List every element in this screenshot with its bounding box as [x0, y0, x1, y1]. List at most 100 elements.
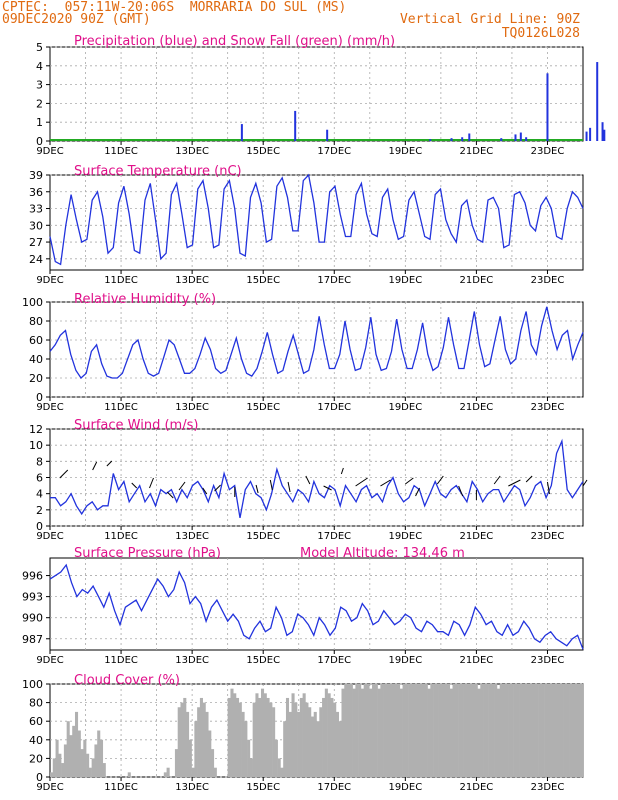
panel-4 [46, 428, 588, 530]
cloud-bar [513, 684, 517, 777]
x-tick-label: 13DEC [175, 782, 209, 793]
model-altitude: Model Altitude: 134.46 m [300, 546, 465, 561]
cloud-bar [341, 688, 345, 777]
y-tick-label: 0 [36, 771, 43, 784]
cloud-bar [558, 684, 562, 777]
cloud-bar [358, 684, 362, 777]
cloud-bar [421, 684, 426, 777]
wind-arrow [508, 479, 521, 487]
x-tick-label: 19DEC [388, 275, 422, 286]
cloud-bar [530, 684, 534, 777]
wind-arrow [166, 491, 174, 499]
x-tick-label: 19DEC [388, 146, 422, 157]
cloud-bar [274, 739, 278, 777]
cloud-bar [510, 684, 514, 777]
x-tick-label: 23DEC [531, 655, 565, 666]
cloud-bar [569, 684, 573, 777]
cloud-bar [344, 684, 348, 777]
cloud-bar [94, 744, 98, 777]
cloud-bar [74, 711, 79, 777]
cloud-bar [313, 711, 317, 777]
x-tick-label: 23DEC [531, 782, 565, 793]
panel-title: Surface Pressure (hPa) [74, 546, 221, 561]
y-tick-label: 33 [29, 203, 43, 216]
cloud-bar [52, 758, 56, 777]
cloud-bar [352, 688, 356, 777]
cloud-bar [496, 688, 501, 777]
cloud-bar [308, 707, 312, 777]
cloud-bar [180, 702, 184, 777]
cloud-bar [277, 758, 281, 777]
y-tick-label: 0 [36, 391, 43, 404]
cloud-bar [438, 684, 442, 777]
cloud-bar [77, 730, 81, 777]
cloud-bar [366, 684, 370, 777]
cloud-bar [347, 684, 351, 777]
cloud-bar [183, 697, 187, 777]
x-tick-label: 19DEC [388, 782, 422, 793]
cloud-bar [58, 753, 62, 777]
cloud-bar [258, 697, 262, 777]
cloud-bar [316, 721, 320, 777]
y-tick-label: 12 [29, 423, 43, 436]
cloud-bar [469, 684, 473, 777]
cloud-bar [544, 684, 548, 777]
cloud-bar [458, 684, 462, 777]
panel-title: Relative Humidity (%) [74, 292, 216, 307]
cloud-bar [508, 684, 512, 777]
wind-arrow [546, 481, 550, 495]
x-tick-label: 13DEC [175, 275, 209, 286]
cloud-bar [249, 758, 253, 777]
cloud-bar [502, 684, 506, 777]
cloud-bar [535, 684, 539, 777]
cloud-bar [505, 684, 509, 777]
cloud-bar [324, 688, 328, 777]
x-tick-label: 17DEC [317, 275, 351, 286]
wind-arrow [380, 479, 391, 487]
wind-arrow [305, 475, 311, 485]
cloud-bar [499, 684, 503, 777]
y-tick-label: 80 [29, 315, 43, 328]
panel-title: Surface Temperature (nC) [74, 164, 242, 179]
cloud-bar [294, 702, 298, 777]
wind-arrow [340, 467, 344, 475]
wind-arrow [59, 469, 69, 479]
cloud-bar [291, 693, 295, 777]
panel-title: Precipitation (blue) and Snow Fall (gree… [74, 34, 395, 49]
y-tick-label: 990 [22, 612, 43, 625]
wind-arrow [287, 481, 291, 493]
x-tick-label: 19DEC [388, 531, 422, 542]
cloud-bar [99, 739, 104, 777]
cloud-bar [127, 772, 131, 777]
run-date: 09DEC2020 90Z (GMT) [2, 12, 151, 27]
cloud-bar [235, 697, 240, 777]
grid-line-note: Vertical Grid Line: 90Z [399, 12, 580, 27]
y-tick-label: 8 [36, 455, 43, 468]
x-tick-label: 21DEC [460, 782, 494, 793]
cloud-bar [272, 707, 276, 777]
wind-arrow [582, 479, 588, 487]
cloud-bar [391, 684, 395, 777]
cloud-bar [560, 684, 564, 777]
x-tick-label: 21DEC [460, 402, 494, 413]
cloud-bar [297, 711, 301, 777]
cloud-bar [380, 684, 384, 777]
cloud-bar [283, 721, 287, 777]
cloud-bar [288, 711, 292, 777]
cloud-bar [477, 688, 481, 777]
cloud-bar [202, 702, 206, 777]
cloud-bar [230, 688, 234, 777]
precip-bar [603, 129, 606, 141]
wind-arrow [436, 475, 444, 485]
wind-arrow [525, 475, 533, 483]
cloud-bar [63, 744, 67, 777]
panel-3 [46, 301, 584, 401]
y-tick-label: 40 [29, 353, 43, 366]
cloud-bar [208, 730, 212, 777]
precip-bar [294, 110, 297, 141]
x-tick-label: 9DEC [36, 782, 63, 793]
cloud-bar [555, 684, 559, 777]
cloud-bar [349, 684, 353, 777]
cloud-bar [238, 702, 242, 777]
